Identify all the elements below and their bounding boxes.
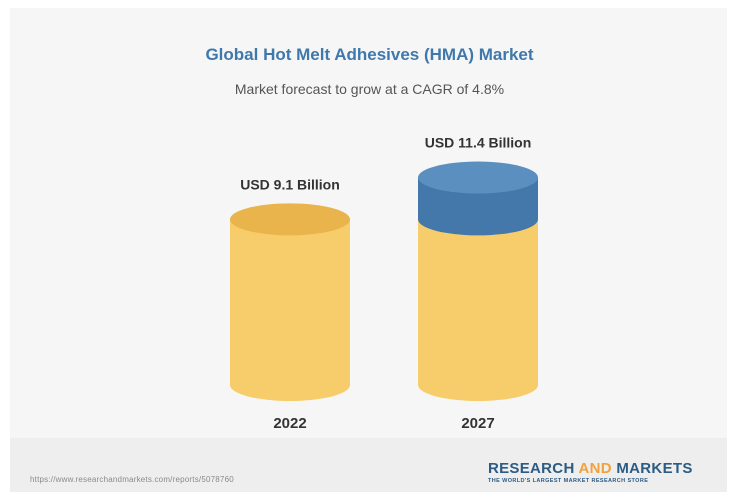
brand-word-markets: MARKETS: [611, 460, 693, 477]
cylinder-2027: [418, 161, 538, 401]
cylinder-2022: [230, 203, 350, 401]
chart-title: Global Hot Melt Adhesives (HMA) Market: [205, 45, 534, 64]
value-label-2022: USD 9.1 Billion: [240, 176, 340, 192]
cylinder-base-body: [418, 219, 538, 401]
cylinder-growth-body: [418, 177, 538, 236]
brand-name: RESEARCH AND MARKETS: [488, 460, 728, 477]
cylinder-top-cap: [418, 161, 538, 194]
year-label-2027: 2027: [461, 415, 494, 432]
cylinder-top-cap: [230, 203, 350, 236]
brand-tagline: THE WORLD'S LARGEST MARKET RESEARCH STOR…: [488, 478, 649, 484]
source-url[interactable]: https://www.researchandmarkets.com/repor…: [30, 475, 234, 484]
chart-card: [10, 8, 727, 492]
cylinder-base-body: [230, 219, 350, 401]
value-label-2027: USD 11.4 Billion: [425, 135, 532, 151]
chart-labels: USD 9.1 Billion 2022 USD 11.4 Billion 2027: [240, 135, 531, 432]
cylinder-bars: [230, 161, 538, 401]
brand-logo[interactable]: RESEARCH AND MARKETS THE WORLD'S LARGEST…: [488, 460, 728, 484]
chart-subtitle: Market forecast to grow at a CAGR of 4.8…: [234, 81, 505, 97]
year-label-2022: 2022: [273, 415, 306, 432]
brand-word-and: AND: [578, 460, 612, 477]
brand-word-research: RESEARCH: [488, 460, 579, 477]
footer-band: [10, 438, 727, 492]
